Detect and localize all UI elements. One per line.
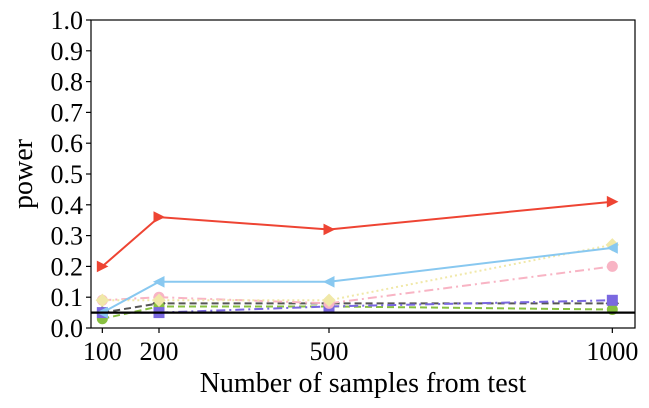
y-tick-label: 0.1 (51, 283, 84, 312)
y-tick-label: 0.3 (51, 222, 84, 251)
data-point-marker (152, 275, 165, 288)
x-tick-label: 100 (83, 337, 122, 366)
data-point-marker (95, 293, 110, 307)
series-layer (95, 195, 620, 325)
y-tick-label: 0.9 (51, 37, 84, 66)
x-tick-label: 1000 (586, 337, 638, 366)
x-tick-label: 200 (140, 337, 179, 366)
data-point-marker (606, 195, 619, 208)
y-tick-label: 0.4 (51, 191, 84, 220)
data-point-marker (153, 211, 166, 223)
series-2 (96, 242, 618, 319)
series-line (102, 265, 613, 305)
x-tick-label: 500 (310, 337, 349, 366)
y-tick-label: 0.8 (51, 68, 84, 97)
data-point-marker (606, 242, 618, 254)
y-tick-label: 1.0 (51, 6, 84, 35)
y-tick-label: 0.6 (51, 129, 84, 158)
data-point-marker (96, 260, 109, 273)
y-tick-label: 0.2 (51, 252, 84, 281)
x-axis: 100 200 500 1000 (83, 328, 638, 366)
y-tick-label: 0.0 (51, 314, 84, 343)
data-point-marker (322, 293, 336, 307)
y-tick-label: 0.5 (51, 160, 84, 189)
y-tick-label: 0.7 (51, 98, 84, 127)
y-axis: 0.00.10.20.30.40.50.60.70.80.91.0 (51, 6, 91, 343)
series-3 (95, 238, 620, 307)
data-point-marker (606, 294, 618, 306)
series-1 (96, 195, 619, 273)
data-point-marker (606, 260, 618, 272)
data-point-marker (323, 223, 336, 236)
data-point-marker (152, 293, 166, 307)
y-axis-label: power (8, 138, 39, 209)
series-line (102, 243, 613, 302)
series-line (101, 200, 613, 268)
data-point-marker (322, 275, 335, 288)
series-line (101, 246, 613, 314)
series-5 (96, 294, 618, 319)
series-line (102, 299, 613, 314)
x-axis-label: Number of samples from test (200, 368, 527, 399)
